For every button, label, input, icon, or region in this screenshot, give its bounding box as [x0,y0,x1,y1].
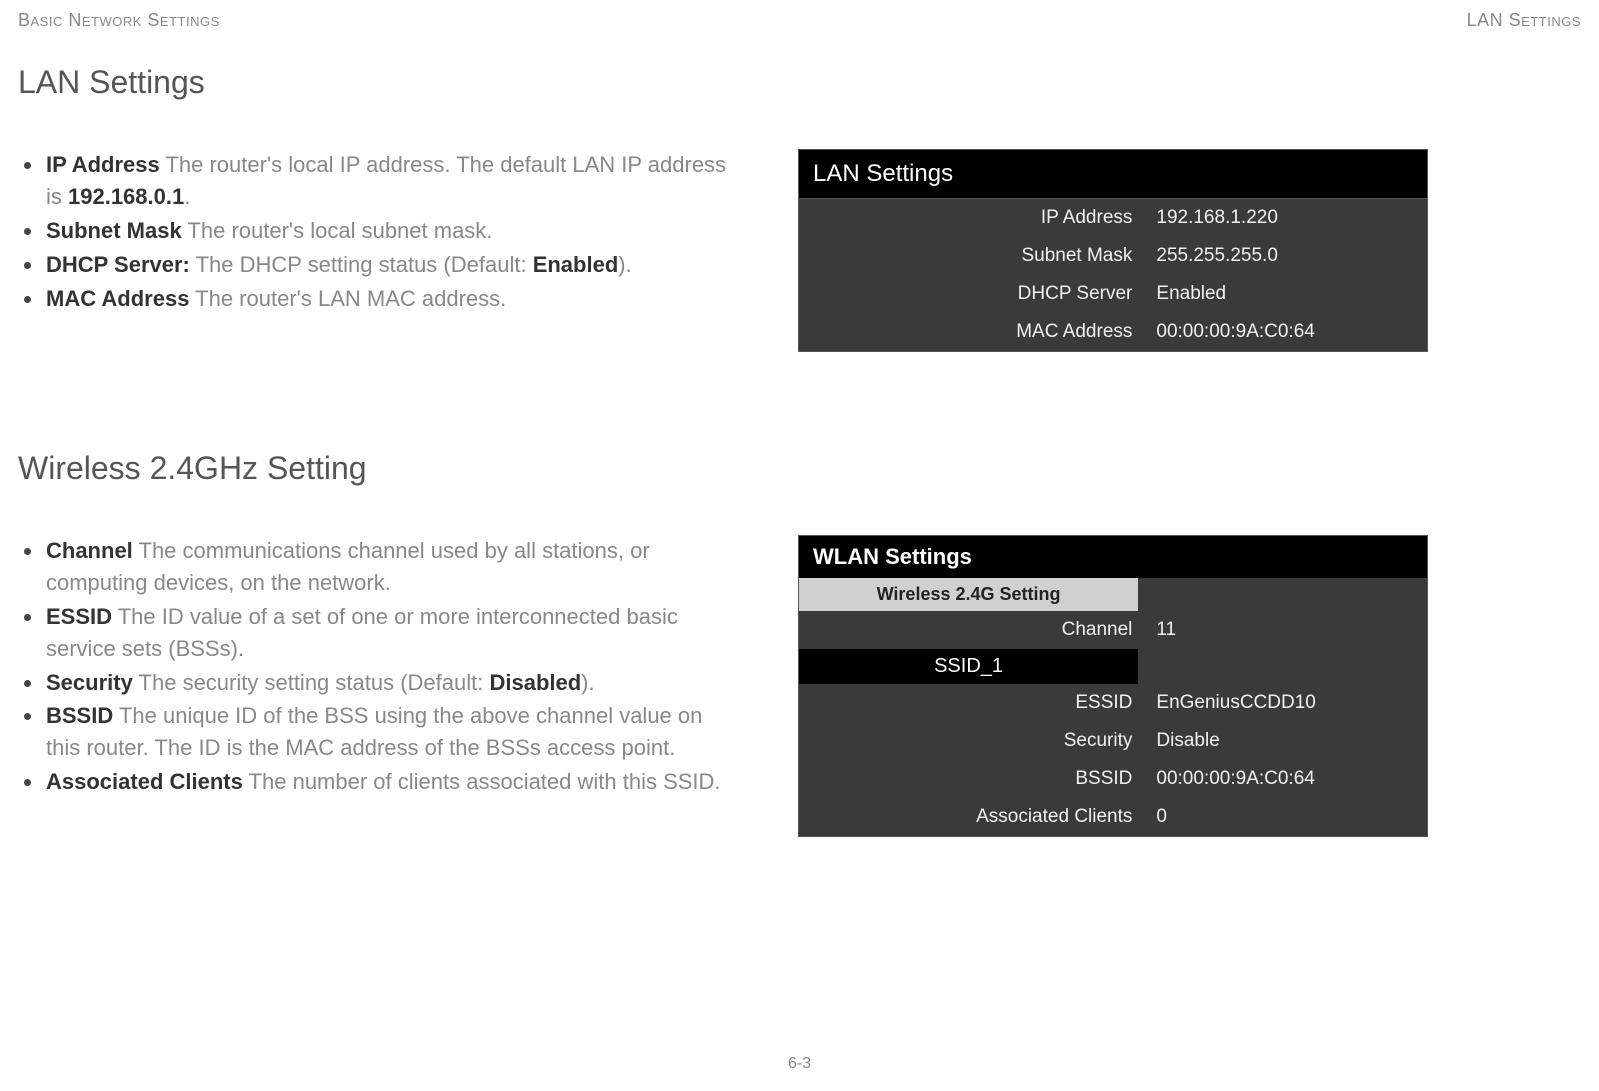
desc: The ID value of a set of one or more int… [46,604,678,661]
lan-definition-list: IP Address The router's local IP address… [18,149,738,314]
table-row: Channel11 [799,611,1427,649]
list-item: ESSID The ID value of a set of one or mo… [46,601,738,665]
table-row: IP Address192.168.1.220 [799,199,1427,237]
kv-key: MAC Address [799,313,1144,351]
table-row: Subnet Mask255.255.255.0 [799,237,1427,275]
kv-val: 255.255.255.0 [1144,237,1427,275]
lan-section: LAN Settings IP Address The router's loc… [18,64,1578,352]
kv-val: EnGeniusCCDD10 [1144,684,1427,722]
desc: The router's LAN MAC address. [189,286,506,311]
kv-val: Enabled [1144,275,1427,313]
kv-val: 00:00:00:9A:C0:64 [1144,313,1427,351]
table-row: Associated Clients0 [799,798,1427,836]
list-item: DHCP Server: The DHCP setting status (De… [46,249,738,281]
desc-strong: 192.168.0.1 [68,184,184,209]
table-row: DHCP ServerEnabled [799,275,1427,313]
table-row: MAC Address00:00:00:9A:C0:64 [799,313,1427,351]
list-item: Channel The communications channel used … [46,535,738,599]
list-item: Subnet Mask The router's local subnet ma… [46,215,738,247]
desc-strong: Enabled [533,252,619,277]
wlan-kv-table: ESSIDEnGeniusCCDD10 SecurityDisable BSSI… [799,684,1427,836]
table-row: ESSIDEnGeniusCCDD10 [799,684,1427,722]
list-item: IP Address The router's local IP address… [46,149,738,213]
kv-key: Security [799,722,1144,760]
kv-key: BSSID [799,760,1144,798]
term: BSSID [46,703,113,728]
term: Associated Clients [46,769,243,794]
term: Security [46,670,133,695]
list-item: Security The security setting status (De… [46,667,738,699]
term: Subnet Mask [46,218,182,243]
table-row: BSSID00:00:00:9A:C0:64 [799,760,1427,798]
wlan-outer-table: Wireless 2.4G Setting [799,578,1427,611]
term: IP Address [46,152,160,177]
lan-settings-panel: LAN Settings IP Address192.168.1.220 Sub… [798,149,1428,352]
kv-val: 00:00:00:9A:C0:64 [1144,760,1427,798]
page-header-left: Basic Network Settings [18,10,220,31]
lan-section-title: LAN Settings [18,64,1578,101]
wlan-section-title: Wireless 2.4GHz Setting [18,450,1578,487]
desc: The number of clients associated with th… [243,769,721,794]
desc: The unique ID of the BSS using the above… [46,703,702,760]
desc-post: . [184,184,190,209]
page-number: 6-3 [788,1055,811,1073]
desc: The DHCP setting status (Default: [190,252,533,277]
desc: The security setting status (Default: [133,670,490,695]
wlan-panel-title: WLAN Settings [799,536,1427,578]
kv-val: 11 [1144,611,1427,649]
term: DHCP Server: [46,252,190,277]
term: ESSID [46,604,112,629]
kv-val: 0 [1144,798,1427,836]
kv-val: Disable [1144,722,1427,760]
lan-kv-table: IP Address192.168.1.220 Subnet Mask255.2… [799,199,1427,351]
wlan-ssid-label: SSID_1 [799,649,1138,684]
list-item: Associated Clients The number of clients… [46,766,738,798]
kv-key: ESSID [799,684,1144,722]
list-item: MAC Address The router's LAN MAC address… [46,283,738,315]
desc-post: ). [618,252,631,277]
desc-post: ). [581,670,594,695]
term: MAC Address [46,286,189,311]
desc: The communications channel used by all s… [46,538,650,595]
table-row: Wireless 2.4G Setting [799,578,1427,611]
lan-panel-title: LAN Settings [799,150,1427,199]
desc-strong: Disabled [489,670,581,695]
term: Channel [46,538,133,563]
list-item: BSSID The unique ID of the BSS using the… [46,700,738,764]
wlan-definition-list: Channel The communications channel used … [18,535,738,798]
kv-key: Associated Clients [799,798,1144,836]
kv-key: Subnet Mask [799,237,1144,275]
kv-key: IP Address [799,199,1144,237]
table-row: SSID_1 [799,649,1427,684]
kv-key: DHCP Server [799,275,1144,313]
kv-key: Channel [799,611,1144,649]
page-header-right: LAN Settings [1467,10,1581,31]
desc: The router's local subnet mask. [182,218,493,243]
wlan-ssid-table: SSID_1 [799,649,1427,684]
wlan-channel-table: Channel11 [799,611,1427,649]
wlan-subheader: Wireless 2.4G Setting [799,578,1138,611]
wlan-settings-panel: WLAN Settings Wireless 2.4G Setting Chan… [798,535,1428,837]
wlan-section: Wireless 2.4GHz Setting Channel The comm… [18,450,1578,837]
table-row: SecurityDisable [799,722,1427,760]
kv-val: 192.168.1.220 [1144,199,1427,237]
